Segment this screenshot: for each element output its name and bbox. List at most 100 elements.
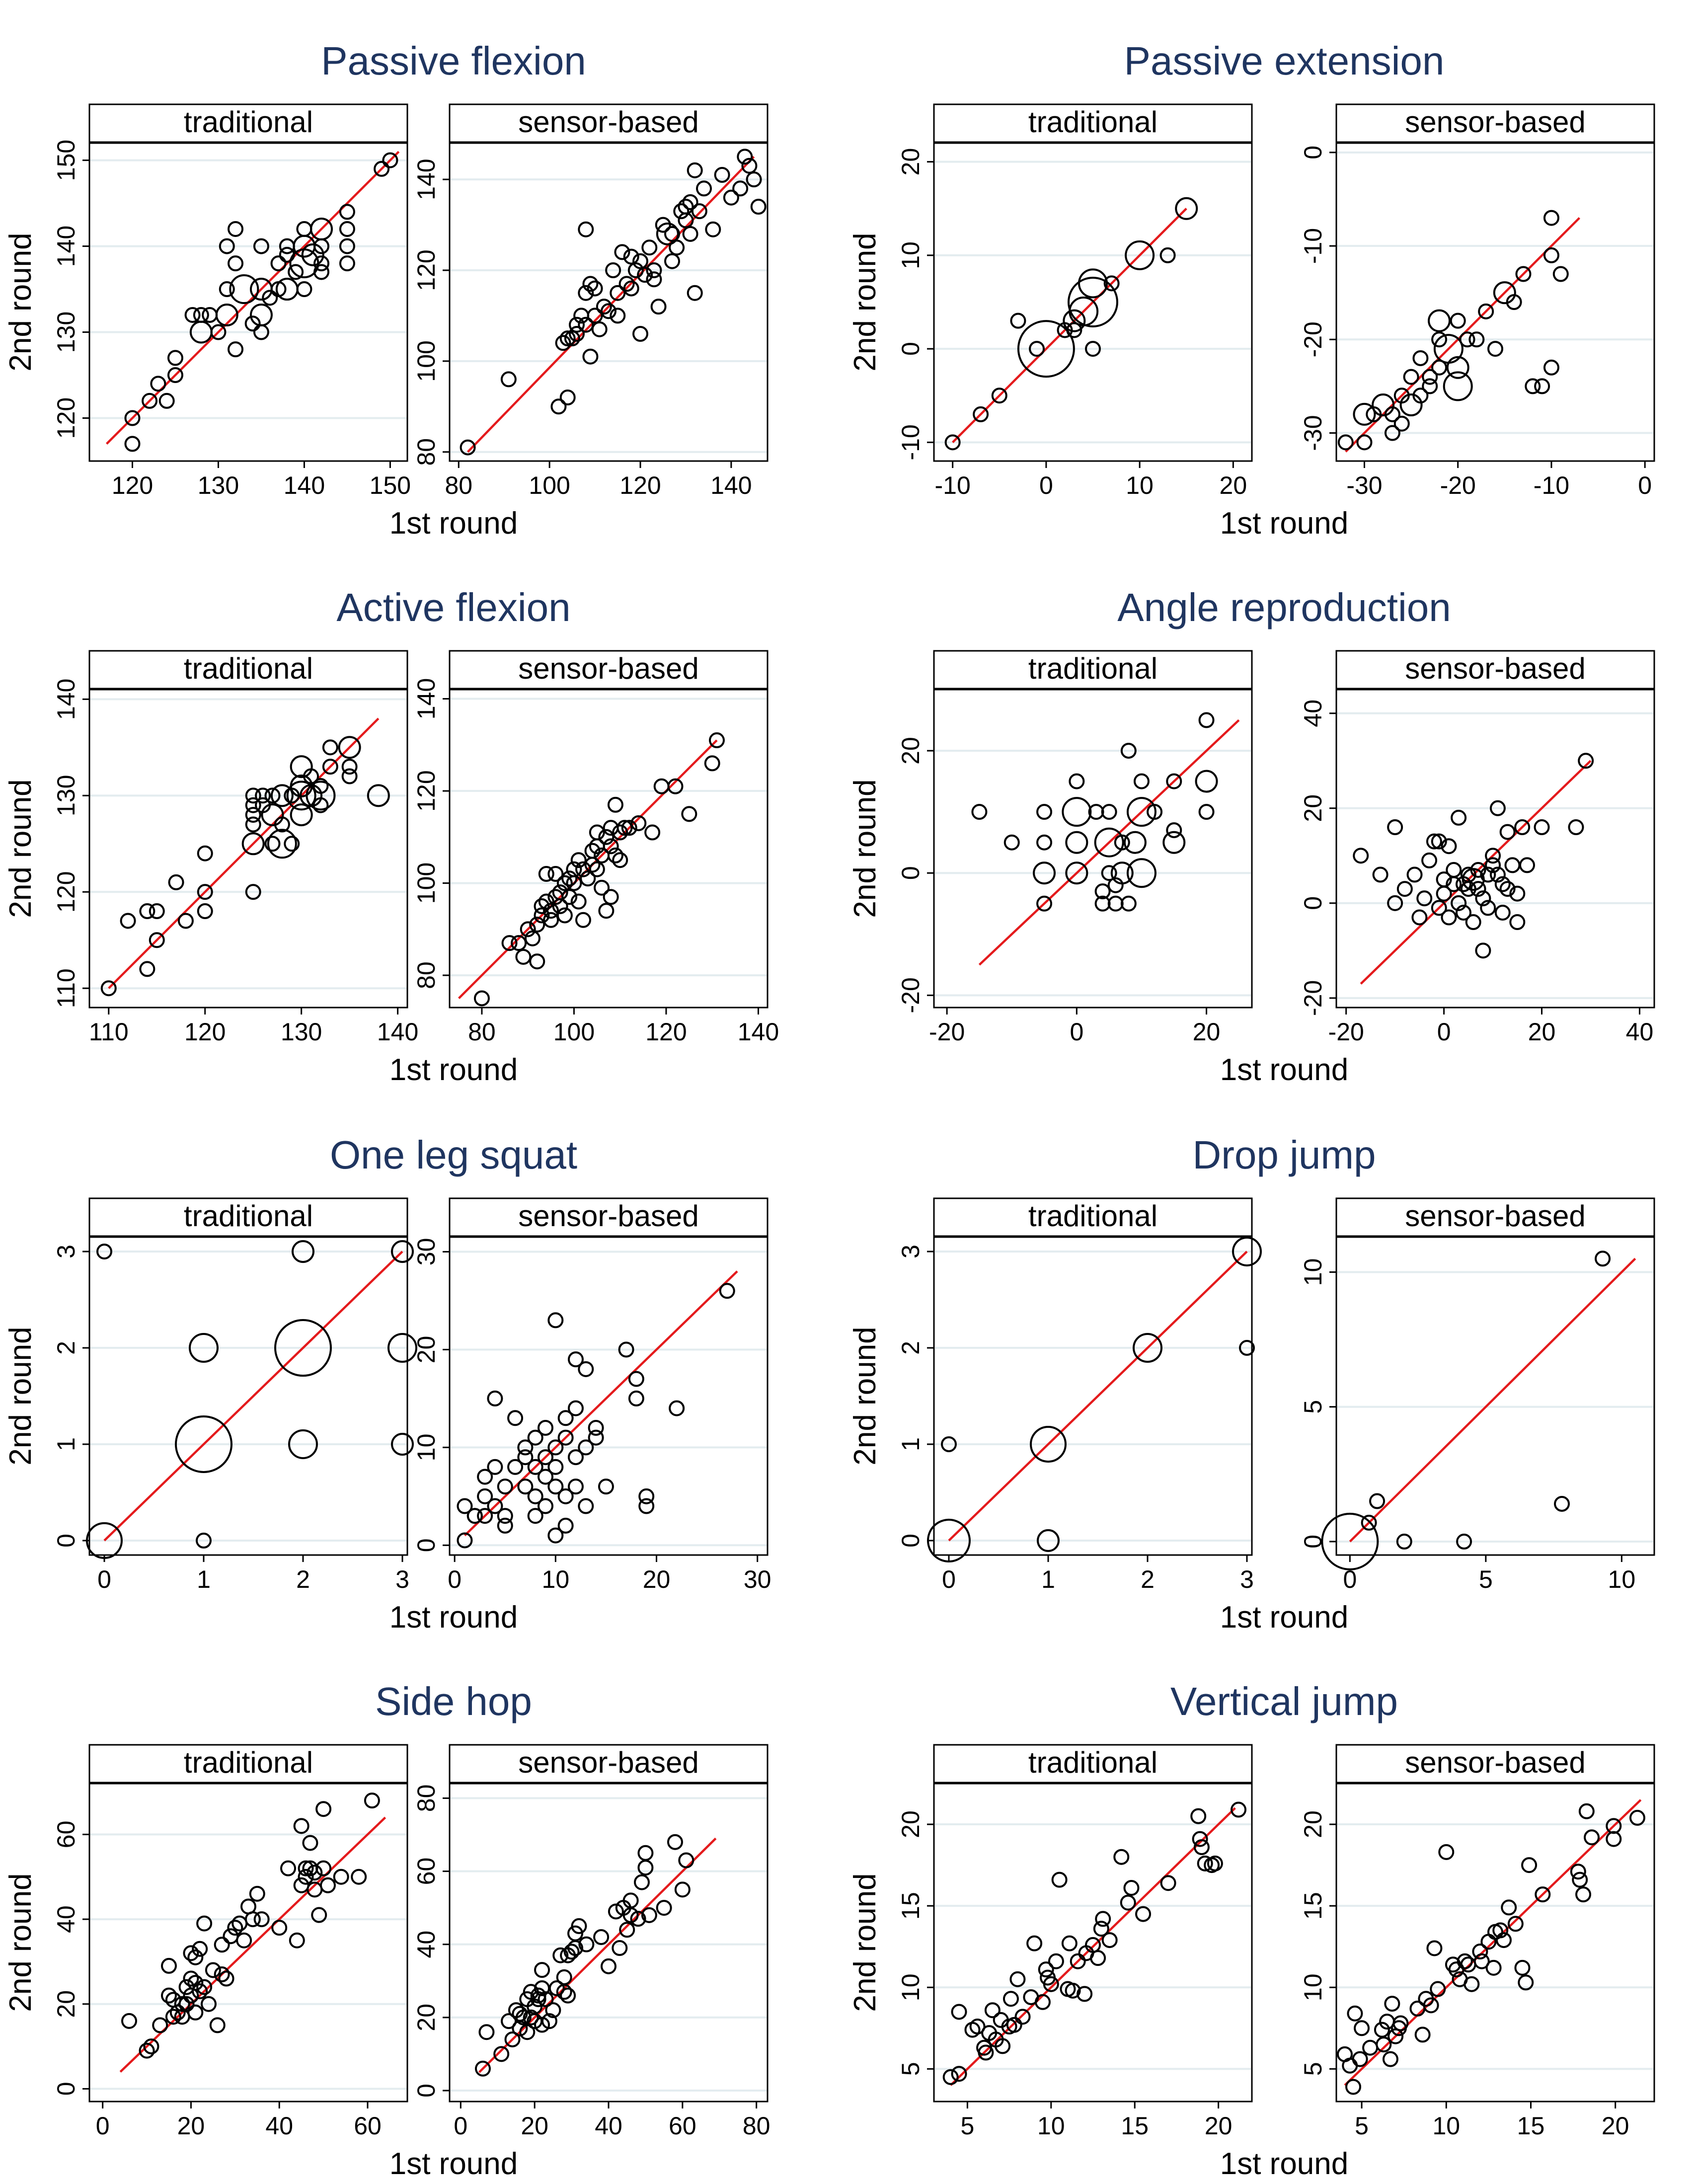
data-point <box>169 2004 186 2021</box>
fit-line <box>103 1250 403 1542</box>
x-tick-label: 0 <box>96 2112 110 2140</box>
data-point <box>262 290 278 306</box>
data-point <box>705 221 721 237</box>
data-point <box>1438 1844 1455 1860</box>
data-point <box>1480 900 1496 916</box>
data-point <box>302 1835 318 1851</box>
data-point <box>274 816 290 833</box>
data-point <box>167 350 183 366</box>
data-point <box>1451 809 1467 826</box>
data-point <box>1125 240 1155 270</box>
data-point <box>1352 2051 1368 2067</box>
data-point <box>1354 2020 1370 2036</box>
panel-1: sensor-based -30 -20 -10 0 -30 -20 -10 0 <box>1299 103 1655 499</box>
strip-label: traditional <box>1028 105 1157 139</box>
x-tick-label: 0 <box>1437 1018 1451 1046</box>
y-tick-label: 20 <box>412 1336 440 1364</box>
data-point <box>382 152 398 168</box>
y-tick-label: 20 <box>897 737 925 765</box>
data-point <box>641 239 658 256</box>
y-tick-label: -10 <box>1299 228 1327 264</box>
x-tick-label: 5 <box>1355 2112 1369 2140</box>
y-tick-label: 110 <box>52 968 80 1008</box>
data-point <box>741 157 758 174</box>
data-point <box>538 1420 554 1436</box>
y-tick-label: 3 <box>897 1245 925 1258</box>
data-point <box>192 1983 208 2000</box>
data-point <box>1048 1953 1064 1969</box>
data-point <box>567 1351 584 1368</box>
x-tick-label: 10 <box>1608 1565 1636 1593</box>
data-point <box>228 255 244 272</box>
data-point <box>1123 1880 1140 1896</box>
data-point <box>588 1420 604 1436</box>
x-tick-label: 100 <box>553 1018 595 1046</box>
data-point <box>1014 2009 1031 2025</box>
chart-title: Angle reproduction <box>1117 585 1451 629</box>
data-point <box>750 199 767 215</box>
data-point <box>187 2004 204 2021</box>
data-point <box>1003 834 1020 851</box>
data-point <box>507 1410 524 1426</box>
chart-group-0: Passive flexion 2nd round 1st round traditi… <box>3 39 769 541</box>
data-point <box>618 276 635 292</box>
x-tick-label: 5 <box>960 2112 974 2140</box>
data-point <box>301 243 324 266</box>
data-point <box>1094 827 1124 858</box>
data-point <box>249 303 273 326</box>
y-tick-label: 120 <box>412 249 440 291</box>
data-point <box>487 1459 503 1475</box>
data-point <box>1033 861 1056 885</box>
data-point <box>628 1390 644 1406</box>
strip-label: sensor-based <box>1405 1746 1586 1779</box>
data-point <box>152 2017 168 2033</box>
data-point <box>578 1361 594 1377</box>
data-point <box>274 1319 332 1377</box>
data-point <box>1107 877 1124 893</box>
chart-group-5: Drop jump 2nd round 1st round traditional 0 1… <box>848 1133 1655 1635</box>
data-point <box>587 308 603 324</box>
data-point <box>1485 848 1501 864</box>
data-point <box>655 217 671 233</box>
data-point <box>1345 2079 1362 2095</box>
data-point <box>1480 866 1496 883</box>
data-point <box>550 398 567 415</box>
data-point <box>351 1869 367 1885</box>
data-point <box>570 852 587 868</box>
data-point <box>557 1410 574 1426</box>
chart-title: Drop jump <box>1192 1133 1376 1177</box>
data-point <box>339 238 355 254</box>
y-tick-label: 0 <box>897 866 925 880</box>
chart-group-2: Active flexion 2nd round 1st round traditio… <box>3 585 779 1087</box>
data-point <box>708 732 725 749</box>
data-point <box>1077 1986 1093 2002</box>
data-point <box>367 784 390 807</box>
data-point <box>1062 797 1092 827</box>
data-point <box>197 884 213 900</box>
data-point <box>1518 1974 1534 1991</box>
data-point <box>1207 1855 1223 1872</box>
data-point <box>100 980 117 997</box>
data-point <box>1459 331 1475 348</box>
data-point <box>641 1907 657 1923</box>
data-point <box>161 1987 177 2004</box>
data-point <box>290 755 313 779</box>
x-tick-label: -30 <box>1346 471 1382 499</box>
data-point <box>1423 1997 1439 2014</box>
data-point <box>1478 303 1494 319</box>
data-point <box>1384 1996 1400 2012</box>
data-point <box>1166 822 1182 839</box>
y-tick-label: 140 <box>52 226 80 267</box>
data-point <box>1426 1940 1443 1956</box>
data-point <box>1496 1932 1512 1949</box>
data-point <box>296 281 312 298</box>
data-point <box>315 1860 332 1876</box>
data-point <box>1475 942 1491 959</box>
y-tick-label: 5 <box>1299 1400 1327 1414</box>
data-point <box>338 736 361 759</box>
data-point <box>1494 876 1511 892</box>
data-point <box>124 410 141 426</box>
data-point <box>578 221 594 237</box>
data-point <box>944 434 961 451</box>
y-tick-label: 40 <box>52 1905 80 1933</box>
